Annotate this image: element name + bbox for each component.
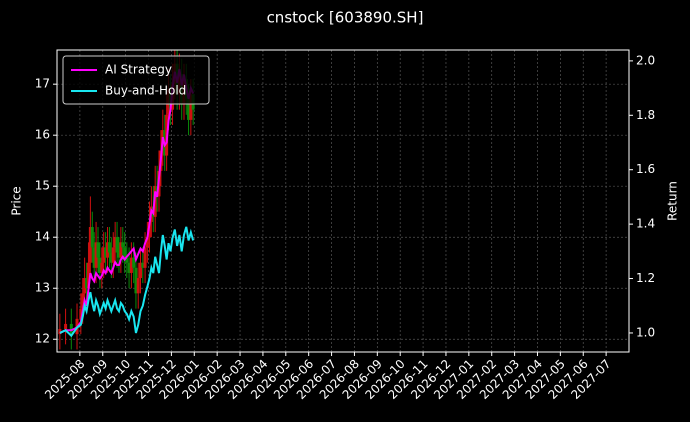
y2-tick-label: 2.0 xyxy=(636,53,655,67)
candle-body xyxy=(125,257,129,263)
candle-body xyxy=(102,247,106,263)
y-tick-label: 13 xyxy=(35,281,50,295)
y-axis-label: Price xyxy=(10,186,24,215)
candle-body xyxy=(58,329,62,335)
candle-body xyxy=(143,247,147,268)
candle-body xyxy=(86,262,90,289)
candle-body xyxy=(119,242,123,258)
candle-body xyxy=(92,247,96,268)
y2-tick-label: 1.4 xyxy=(636,217,655,231)
candle-body xyxy=(81,293,85,309)
line-series xyxy=(59,68,195,334)
candle-body xyxy=(141,262,145,268)
candle-body xyxy=(98,257,102,273)
y2-tick-label: 1.8 xyxy=(636,108,655,122)
candle-body xyxy=(121,242,125,248)
candle-body xyxy=(115,237,119,253)
candle-body xyxy=(85,278,89,289)
candle-body xyxy=(109,252,113,263)
candle-body xyxy=(69,323,73,335)
candle-body xyxy=(88,227,92,263)
candle-body xyxy=(106,242,110,258)
candle-body xyxy=(127,262,131,273)
y2-tick-label: 1.0 xyxy=(636,325,655,339)
candle-body xyxy=(136,278,140,294)
y-tick-label: 15 xyxy=(35,179,50,193)
candle-body xyxy=(134,267,138,294)
y2-axis-label: Return xyxy=(666,181,680,221)
candle-body xyxy=(189,94,193,120)
candle-body xyxy=(79,308,83,319)
candle-body xyxy=(113,237,117,248)
legend-box xyxy=(62,55,210,105)
y-tick-label: 12 xyxy=(35,332,50,346)
y-tick-label: 14 xyxy=(35,230,50,244)
legend-label: Buy-and-Hold xyxy=(105,84,186,98)
candle-body xyxy=(187,99,191,120)
candle-body xyxy=(94,242,98,268)
candle-body xyxy=(104,247,108,258)
candle-body xyxy=(100,262,104,273)
y2-tick-label: 1.2 xyxy=(636,271,655,285)
candle-body xyxy=(117,252,121,258)
legend-label: AI Strategy xyxy=(105,63,172,77)
candle-body xyxy=(129,257,133,273)
candle-body xyxy=(145,237,149,248)
candle-body xyxy=(139,262,143,279)
candle-body xyxy=(111,247,115,263)
y-tick-label: 17 xyxy=(35,77,50,91)
candle-body xyxy=(107,242,111,253)
line-series xyxy=(59,226,195,338)
axes-frame xyxy=(56,49,630,353)
candle-body xyxy=(83,278,87,294)
y2-tick-label: 1.6 xyxy=(636,162,655,176)
candle-body xyxy=(132,257,136,268)
candle-body xyxy=(64,323,68,330)
candle-body xyxy=(123,247,127,258)
candle-body xyxy=(90,227,94,248)
candle-body xyxy=(96,242,100,258)
y-tick-label: 16 xyxy=(35,128,50,142)
chart-title: cnstock [603890.SH] xyxy=(267,9,424,27)
